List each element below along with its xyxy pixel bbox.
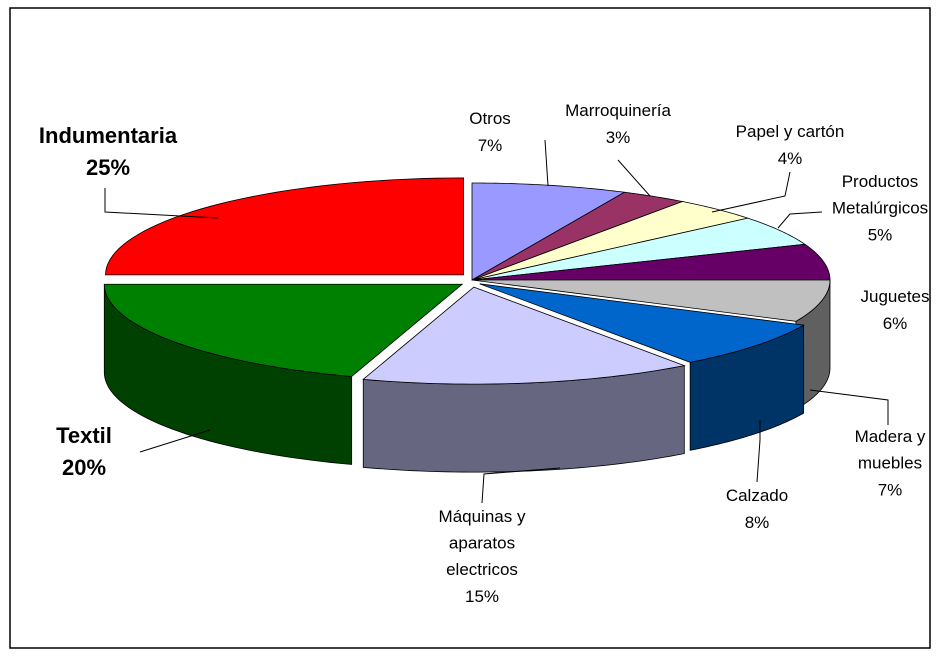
label-line: Papel y cartón bbox=[736, 122, 845, 141]
leader-line bbox=[481, 467, 561, 504]
pie-slice bbox=[471, 191, 684, 281]
pie-slice bbox=[471, 201, 750, 281]
label-line: electricos bbox=[446, 560, 518, 579]
label-line: Otros bbox=[469, 109, 511, 128]
slice-value-label: 8% bbox=[745, 513, 770, 532]
label-line: Máquinas y bbox=[439, 507, 526, 526]
leader-line bbox=[617, 159, 651, 197]
pie-slice bbox=[471, 279, 831, 322]
label-line: Metalúrgicos bbox=[832, 199, 928, 218]
leader-line bbox=[809, 389, 889, 425]
label-line: Indumentaria bbox=[39, 123, 178, 148]
pie-slice bbox=[471, 217, 806, 281]
label-line: Marroquinería bbox=[565, 101, 671, 120]
slice-value-label: 6% bbox=[883, 314, 908, 333]
slice-label: Papel y cartón bbox=[736, 122, 845, 141]
leader-line bbox=[711, 171, 791, 213]
leader-line bbox=[756, 420, 761, 483]
slice-value-label: 5% bbox=[868, 225, 893, 244]
slice-label: Otros bbox=[469, 109, 511, 128]
label-line: Textil bbox=[56, 423, 112, 448]
pie-slice bbox=[471, 243, 831, 281]
pie-slice bbox=[471, 182, 626, 281]
slice-label: Madera y muebles bbox=[855, 427, 926, 473]
label-line: Calzado bbox=[726, 486, 788, 505]
pie-slice bbox=[103, 283, 464, 377]
slice-label: Calzado bbox=[726, 486, 788, 505]
slice-value-label: 25% bbox=[86, 155, 130, 180]
label-line: Madera y bbox=[855, 427, 926, 446]
slice-label: Textil bbox=[56, 423, 112, 448]
slice-value-label: 3% bbox=[606, 128, 631, 147]
pie-slice bbox=[362, 286, 686, 385]
leader-line bbox=[777, 211, 823, 229]
slice-label: Indumentaria bbox=[39, 123, 178, 148]
slice-label: Máquinas y aparatos electricos bbox=[439, 507, 526, 579]
slice-label: Productos Metalúrgicos bbox=[832, 172, 928, 218]
pie-slice bbox=[105, 177, 464, 276]
label-line: muebles bbox=[858, 454, 922, 473]
leader-line bbox=[139, 429, 211, 453]
slice-label: Marroquinería bbox=[565, 101, 671, 120]
slice-value-label: 15% bbox=[465, 587, 499, 606]
leader-line bbox=[104, 188, 219, 219]
label-line: aparatos bbox=[449, 534, 515, 553]
label-line: Productos bbox=[842, 172, 919, 191]
slice-value-label: 7% bbox=[478, 136, 503, 155]
slice-label: Juguetes bbox=[861, 287, 930, 306]
slice-value-label: 4% bbox=[778, 149, 803, 168]
pie-slice bbox=[479, 283, 805, 363]
label-line: Juguetes bbox=[861, 287, 930, 306]
leader-line bbox=[544, 139, 549, 187]
slice-value-label: 20% bbox=[62, 455, 106, 480]
slice-value-label: 7% bbox=[878, 480, 903, 499]
